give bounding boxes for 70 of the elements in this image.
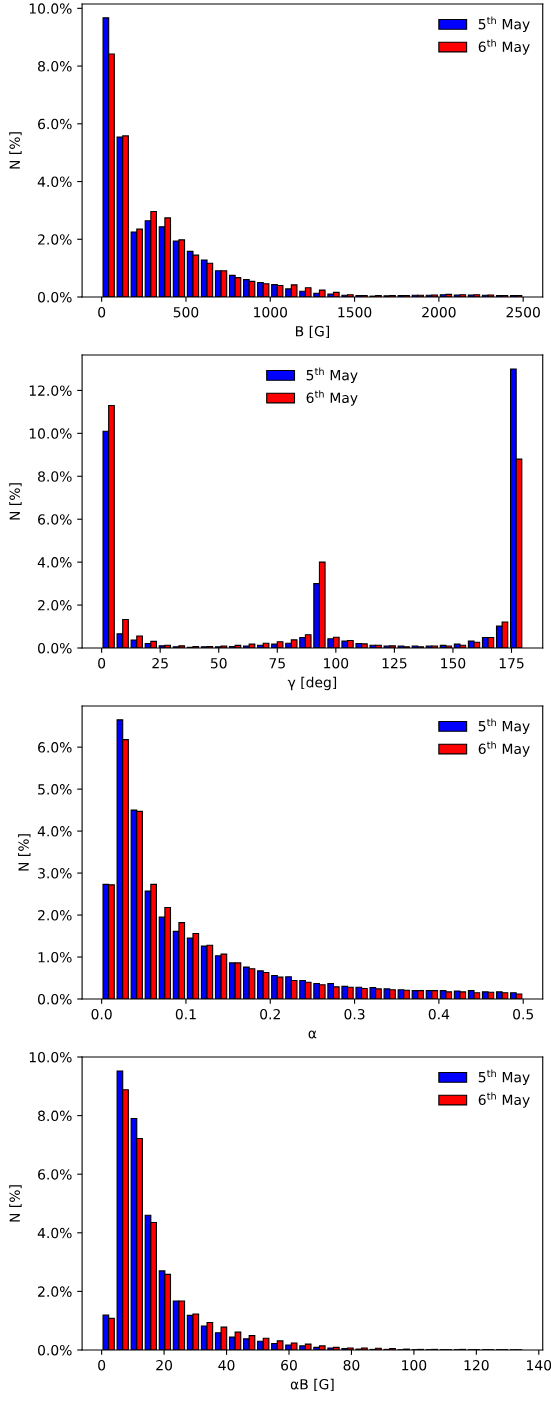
x-tick-label: 125 bbox=[382, 657, 407, 669]
y-tick-label: 0.0% bbox=[38, 993, 72, 1005]
x-axis-title: γ [deg] bbox=[287, 676, 337, 691]
x-tick-label: 0.3 bbox=[344, 1008, 365, 1020]
x-tick-label: 500 bbox=[173, 306, 199, 318]
y-axis-title: N [%] bbox=[9, 1185, 22, 1222]
x-tick-label: 1500 bbox=[338, 306, 372, 318]
y-tick-label: 4.0% bbox=[37, 826, 72, 837]
x-tick-label: 1000 bbox=[254, 306, 288, 318]
y-tick-label: 12.0% bbox=[29, 385, 72, 396]
y-axis-title: N [%] bbox=[18, 834, 31, 871]
y-tick-label: 8.0% bbox=[38, 61, 72, 72]
y-tick-label: 0.0% bbox=[38, 1344, 72, 1356]
x-tick-label: 80 bbox=[343, 1359, 360, 1371]
x-tick-label: 0.2 bbox=[260, 1008, 280, 1020]
legend-label: 5$^{th}$ May bbox=[478, 718, 530, 735]
y-tick-label: 2.0% bbox=[38, 234, 72, 245]
x-tick-label: 50 bbox=[210, 657, 227, 669]
y-tick-label: 3.0% bbox=[38, 868, 72, 879]
y-tick-label: 1.0% bbox=[38, 951, 72, 963]
y-tick-label: 4.0% bbox=[37, 1227, 72, 1239]
legend-label: 6$^{th}$ May bbox=[478, 39, 530, 55]
y-tick-label: 6.0% bbox=[38, 742, 72, 753]
y-tick-label: 4.0% bbox=[37, 557, 72, 568]
y-tick-label: 5.0% bbox=[38, 784, 72, 795]
y-axis-title: N [%] bbox=[9, 132, 22, 169]
x-axis-title: B [G] bbox=[296, 325, 329, 339]
x-tick-label: 0 bbox=[98, 657, 106, 669]
x-tick-label: 40 bbox=[218, 1359, 235, 1371]
x-tick-label: 0 bbox=[98, 306, 106, 318]
y-tick-label: 2.0% bbox=[38, 600, 72, 611]
y-tick-label: 8.0% bbox=[38, 471, 72, 482]
x-tick-label: 100 bbox=[324, 657, 349, 669]
y-tick-label: 6.0% bbox=[38, 1169, 72, 1180]
legend-label: 5$^{th}$ May bbox=[478, 1069, 530, 1086]
x-tick-label: 0.1 bbox=[175, 1008, 196, 1020]
x-tick-label: 20 bbox=[156, 1359, 173, 1371]
x-tick-label: 2500 bbox=[506, 306, 540, 318]
x-tick-label: 2000 bbox=[422, 306, 456, 318]
legend-label: 5$^{th}$ May bbox=[478, 16, 530, 33]
legend-label: 6$^{th}$ May bbox=[478, 1092, 530, 1108]
y-tick-label: 10.0% bbox=[29, 428, 72, 439]
y-tick-label: 8.0% bbox=[38, 1110, 72, 1122]
x-tick-label: 100 bbox=[402, 1359, 427, 1371]
x-tick-label: 120 bbox=[464, 1359, 489, 1371]
y-tick-label: 0.0% bbox=[38, 642, 72, 654]
y-tick-label: 2.0% bbox=[38, 1286, 72, 1297]
x-tick-label: 150 bbox=[441, 657, 466, 669]
y-tick-label: 10.0% bbox=[29, 1051, 72, 1063]
legend-label: 6$^{th}$ May bbox=[306, 390, 358, 406]
y-tick-label: 6.0% bbox=[38, 118, 72, 130]
y-tick-label: 0.0% bbox=[38, 291, 72, 303]
x-tick-label: 175 bbox=[499, 658, 524, 669]
x-tick-label: 75 bbox=[269, 658, 285, 669]
y-tick-label: 4.0% bbox=[37, 176, 72, 188]
x-axis-title: αB [G] bbox=[290, 1378, 334, 1392]
x-tick-label: 0.4 bbox=[428, 1008, 450, 1020]
x-tick-label: 140 bbox=[527, 1359, 551, 1371]
y-tick-label: 10.0% bbox=[29, 3, 72, 14]
x-axis-title: α bbox=[308, 1030, 317, 1039]
y-tick-label: 2.0% bbox=[38, 910, 72, 921]
x-tick-label: 25 bbox=[152, 657, 168, 669]
legend-label: 5$^{th}$ May bbox=[306, 367, 358, 384]
x-tick-label: 0.5 bbox=[513, 1008, 534, 1020]
x-tick-label: 0.0 bbox=[91, 1008, 112, 1020]
y-axis-title: N [%] bbox=[9, 483, 22, 520]
legend-label: 6$^{th}$ May bbox=[478, 741, 530, 757]
y-tick-label: 6.0% bbox=[38, 514, 72, 525]
x-tick-label: 60 bbox=[281, 1359, 297, 1371]
x-tick-label: 0 bbox=[98, 1359, 106, 1371]
